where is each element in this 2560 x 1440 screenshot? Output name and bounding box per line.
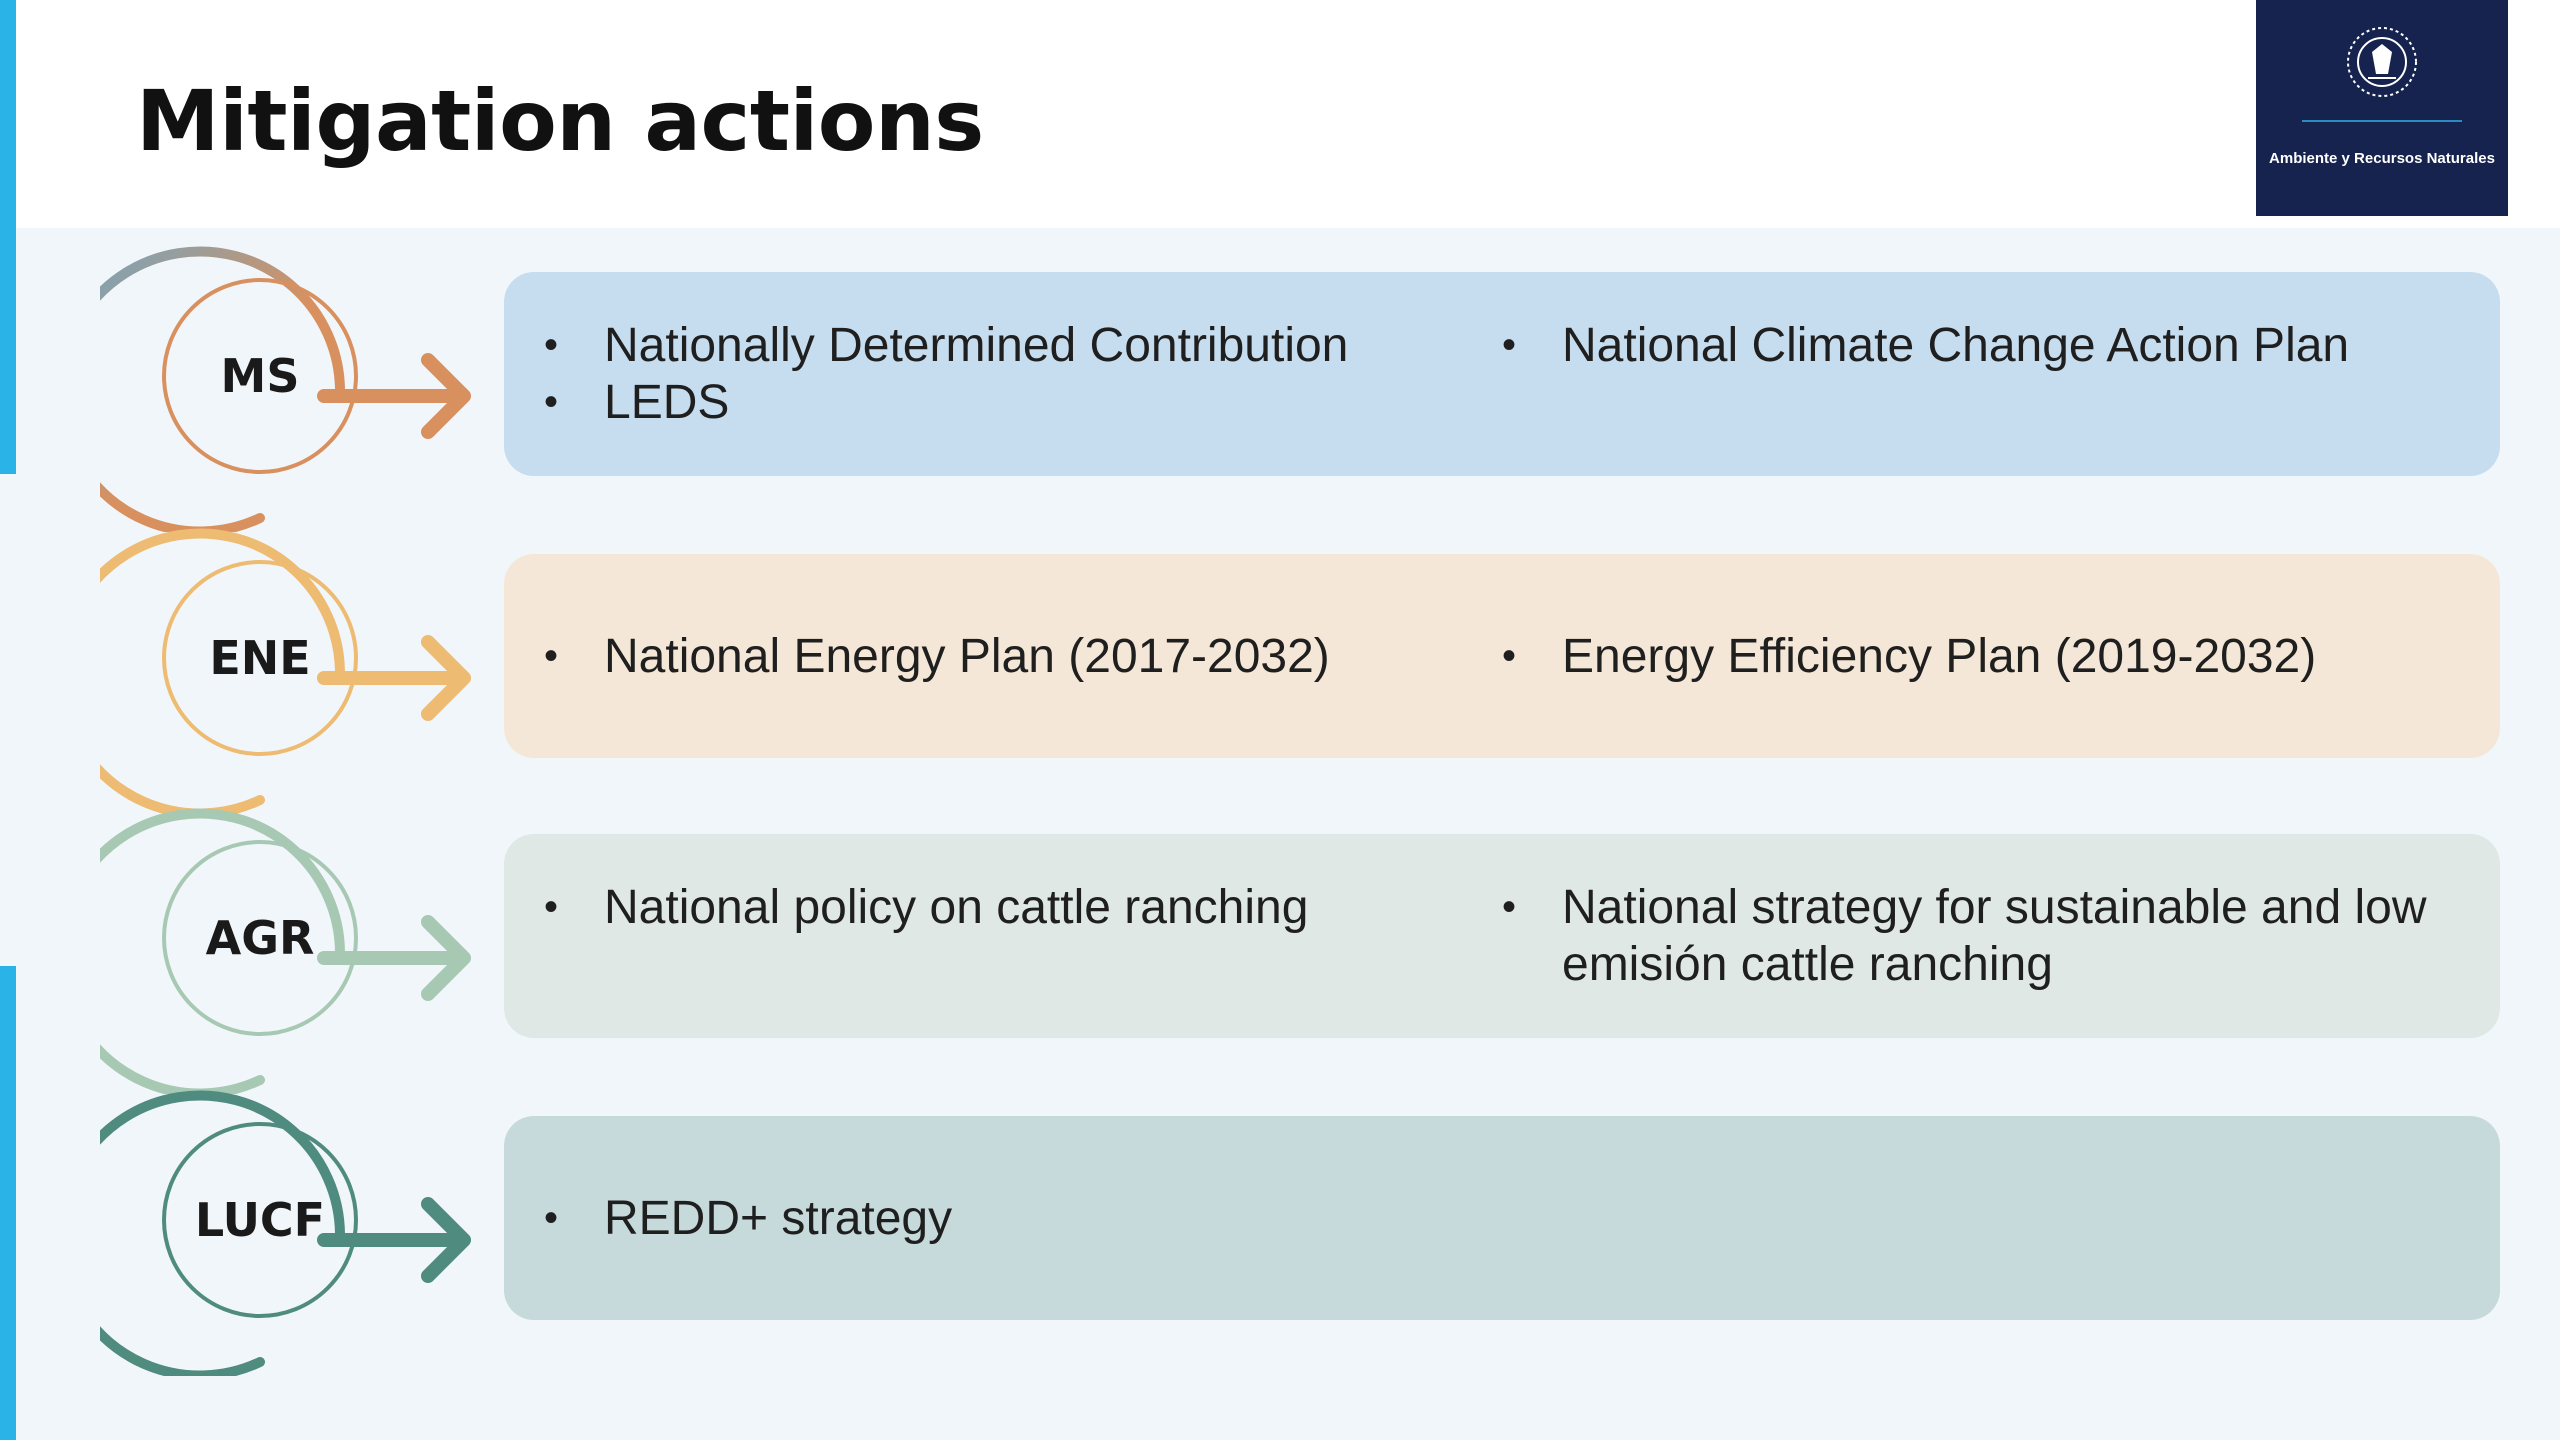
list-item: Nationally Determined Contribution bbox=[544, 317, 1502, 374]
badge-lucf: LUCF bbox=[162, 1122, 358, 1318]
card-ms-col2: National Climate Change Action Plan bbox=[1502, 317, 2460, 431]
ministry-logo: Ambiente y Recursos Naturales bbox=[2256, 0, 2508, 216]
list-item: REDD+ strategy bbox=[544, 1190, 1502, 1247]
list-item: National Climate Change Action Plan bbox=[1502, 317, 2460, 374]
row-ms: MS Nationally Determined Contribution LE… bbox=[0, 246, 2560, 532]
slide-title: Mitigation actions bbox=[136, 72, 984, 170]
logo-text: Ambiente y Recursos Naturales bbox=[2269, 150, 2495, 167]
list-item: LEDS bbox=[544, 374, 1502, 431]
accent-bar-top bbox=[0, 0, 16, 474]
card-lucf-col2 bbox=[1502, 1190, 2460, 1247]
card-agr-col1: National policy on cattle ranching bbox=[544, 879, 1502, 993]
badge-agr: AGR bbox=[162, 840, 358, 1036]
card-lucf-col1: REDD+ strategy bbox=[544, 1190, 1502, 1247]
coat-of-arms-icon bbox=[2347, 27, 2417, 97]
row-ene: ENE National Energy Plan (2017-2032) Ene… bbox=[0, 528, 2560, 814]
row-agr: AGR National policy on cattle ranching N… bbox=[0, 808, 2560, 1094]
slide-header bbox=[0, 0, 2560, 228]
badge-ms: MS bbox=[162, 278, 358, 474]
list-item: National Energy Plan (2017-2032) bbox=[544, 628, 1502, 685]
card-ene-col1: National Energy Plan (2017-2032) bbox=[544, 628, 1502, 685]
list-item: National strategy for sustainable and lo… bbox=[1502, 879, 2460, 993]
list-item: Energy Efficiency Plan (2019-2032) bbox=[1502, 628, 2460, 685]
card-lucf: REDD+ strategy bbox=[504, 1116, 2500, 1320]
logo-divider bbox=[2302, 120, 2462, 122]
list-item: National policy on cattle ranching bbox=[544, 879, 1502, 936]
card-ms: Nationally Determined Contribution LEDS … bbox=[504, 272, 2500, 476]
row-lucf: LUCF REDD+ strategy bbox=[0, 1090, 2560, 1376]
card-agr: National policy on cattle ranching Natio… bbox=[504, 834, 2500, 1038]
card-ene-col2: Energy Efficiency Plan (2019-2032) bbox=[1502, 628, 2460, 685]
card-ene: National Energy Plan (2017-2032) Energy … bbox=[504, 554, 2500, 758]
accent-bar-bottom bbox=[0, 966, 16, 1440]
badge-ene: ENE bbox=[162, 560, 358, 756]
card-ms-col1: Nationally Determined Contribution LEDS bbox=[544, 317, 1502, 431]
card-agr-col2: National strategy for sustainable and lo… bbox=[1502, 879, 2460, 993]
